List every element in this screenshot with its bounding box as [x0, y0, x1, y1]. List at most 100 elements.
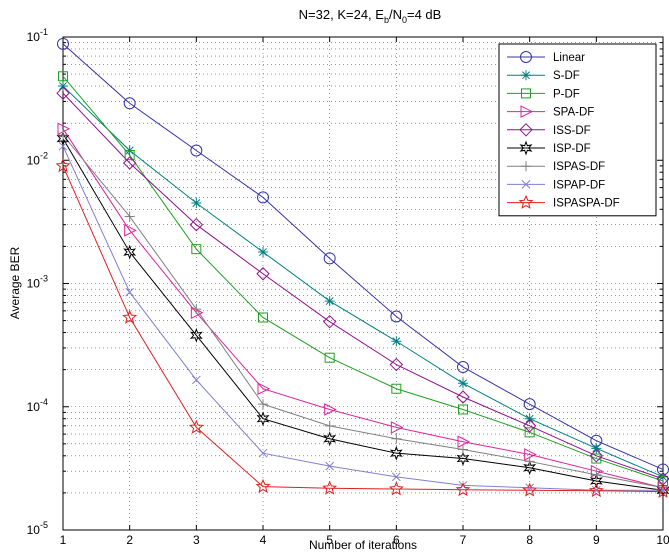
legend-marker [518, 194, 534, 209]
series-marker [389, 445, 403, 461]
series-marker [324, 296, 335, 307]
x-tick-label: 5 [326, 533, 333, 547]
series-marker [124, 224, 137, 237]
series-marker [191, 304, 202, 315]
series-marker [258, 448, 268, 458]
legend-label: Linear [553, 52, 585, 64]
series-marker [591, 469, 602, 480]
series-marker [322, 314, 337, 329]
legend-label: ISP-DF [553, 143, 591, 155]
series-marker [390, 421, 404, 434]
x-tick-label: 10 [656, 533, 669, 547]
series-line [62, 138, 664, 491]
axis-ticks: 1 2 3 4 5 6 7 8 9 10 10-5 10-4 10-3 10-2 10-1 [27, 27, 669, 547]
series-marker [256, 411, 270, 427]
series-marker [655, 483, 669, 498]
series-line [62, 75, 664, 482]
y-axis-label: Average BER [8, 246, 22, 319]
series-marker [323, 252, 336, 265]
x-axis-label: Number of iterations [309, 538, 417, 552]
series-line [62, 43, 664, 470]
series-marker [256, 267, 270, 281]
series-marker [324, 420, 335, 431]
legend-marker [520, 105, 534, 118]
series-marker [189, 217, 204, 232]
x-tick-label: 4 [260, 533, 267, 547]
series-marker [57, 37, 69, 50]
series-line [62, 134, 664, 489]
x-tick-label: 9 [593, 533, 600, 547]
series-marker [55, 158, 71, 173]
series-marker [589, 449, 604, 463]
series-marker [523, 398, 536, 411]
series-marker [124, 211, 135, 222]
x-tick-label: 3 [193, 533, 200, 547]
series-line [62, 146, 663, 491]
series-marker [56, 131, 70, 146]
series-marker [458, 444, 468, 455]
series-marker [391, 336, 402, 347]
series-marker [122, 156, 137, 170]
series-marker [257, 191, 269, 204]
series-marker [191, 197, 202, 208]
y-tick-label: 10-2 [27, 150, 48, 167]
legend: Linear S-DF P-DF SPA-DF ISS-DF ISP-DF ISPAS-DF… [498, 43, 657, 217]
series-marker [325, 461, 335, 471]
legend-marker [521, 88, 531, 99]
series-marker [391, 433, 402, 444]
series-marker [123, 244, 137, 260]
series-marker [522, 419, 537, 433]
legend-marker [521, 180, 531, 189]
series-marker [391, 383, 402, 394]
series-marker [56, 86, 70, 100]
series-marker [191, 244, 202, 255]
series-line [62, 165, 664, 493]
series-marker [124, 150, 135, 161]
chart-title: N=32, K=24, Eb/N0=4 dB [299, 7, 442, 25]
x-tick-label: 6 [393, 533, 400, 547]
series-marker [522, 482, 538, 497]
y-tick-label: 10-3 [27, 274, 48, 291]
series-marker [324, 352, 335, 363]
series-marker [324, 403, 337, 416]
series-marker [457, 361, 469, 374]
series-marker [125, 287, 135, 297]
series-marker [189, 327, 203, 343]
series-marker [588, 482, 604, 498]
series-marker [58, 71, 68, 82]
x-tick-label: 7 [460, 533, 467, 547]
series-marker [458, 378, 468, 389]
series-marker [456, 451, 470, 466]
series-marker [388, 481, 404, 496]
series-marker [258, 399, 268, 410]
y-tick-label: 10-5 [27, 520, 48, 537]
x-tick-label: 8 [526, 533, 533, 547]
legend-marker [519, 140, 533, 156]
series-marker [389, 357, 404, 372]
series-marker [523, 460, 537, 476]
series-marker [58, 130, 68, 141]
legend-label: S-DF [553, 70, 580, 82]
series-marker [524, 456, 535, 467]
legend-label: ISPASPA-DF [553, 198, 620, 210]
legend-label: ISPAS-DF [553, 161, 605, 173]
series-marker [589, 473, 603, 489]
series-marker [323, 431, 337, 447]
series-line [62, 92, 664, 480]
series-marker [458, 481, 468, 490]
legend-marker [521, 161, 531, 172]
legend-label: ISPAP-DF [553, 179, 605, 191]
legend-marker [520, 51, 532, 63]
series-marker [455, 481, 471, 497]
series-marker [391, 472, 401, 482]
series-marker [255, 478, 271, 493]
legend-label: P-DF [553, 88, 580, 100]
series-marker [191, 375, 201, 385]
legend-marker [519, 123, 533, 137]
series-marker [258, 247, 268, 258]
legend-label: SPA-DF [553, 107, 594, 119]
series-marker [122, 309, 138, 324]
y-tick-label: 10-4 [27, 397, 48, 414]
series-lines [62, 43, 664, 493]
